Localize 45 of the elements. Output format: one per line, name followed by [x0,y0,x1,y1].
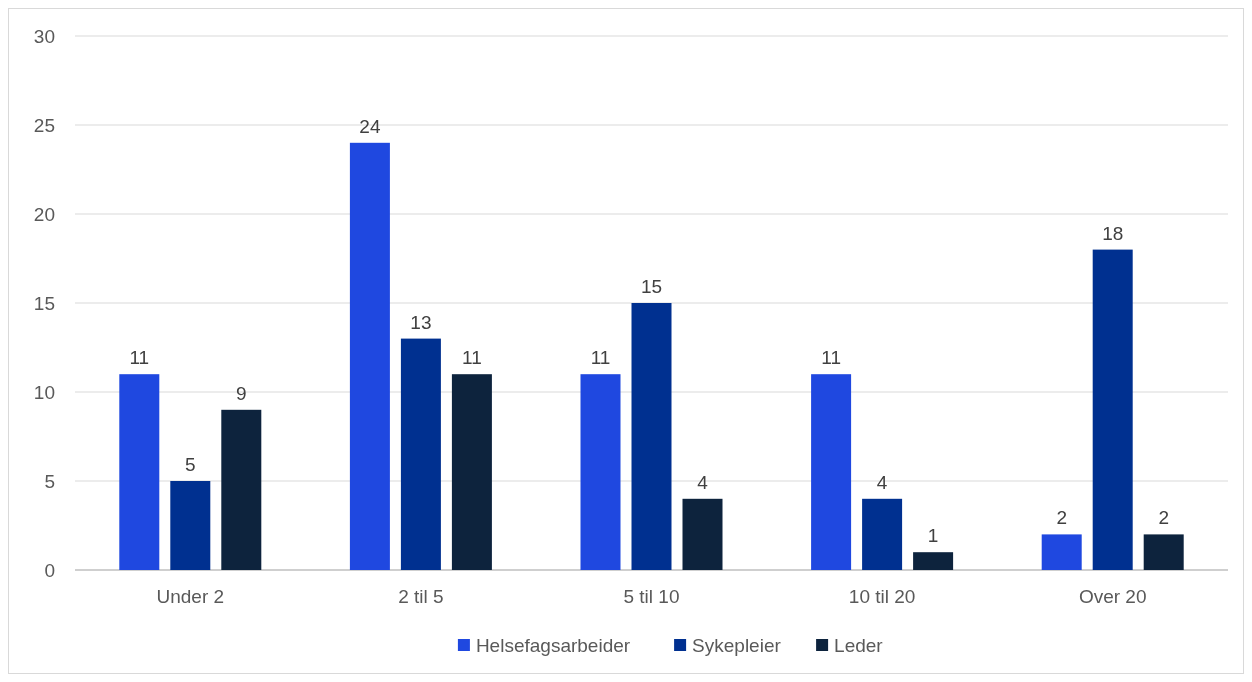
legend-label: Leder [834,634,884,656]
bar [170,481,211,570]
data-label: 24 [359,115,381,137]
data-label: 13 [410,311,432,333]
bar [580,374,621,570]
x-tick-label: 10 til 20 [848,586,916,607]
data-label: 15 [640,276,663,297]
y-tick-label: 20 [33,203,55,225]
bar [119,374,160,570]
y-tick-label: 30 [33,25,55,47]
x-tick-label: 5 til 10 [623,586,680,607]
bar [451,374,492,570]
x-tick-label: Over 20 [1078,586,1147,607]
bar [349,142,390,570]
data-label: 9 [236,382,247,404]
bar [913,552,954,570]
data-label: 4 [697,471,709,493]
data-label: 11 [462,347,482,369]
x-tick-label: 2 til 5 [398,586,444,607]
y-tick-label: 5 [44,470,55,492]
bar [400,338,441,570]
data-label: 2 [1158,507,1169,529]
bar [811,374,852,570]
data-label: 2 [1056,507,1067,529]
bar [862,498,903,570]
data-label: 1 [927,525,939,547]
legend-label: Helsefagsarbeider [475,634,631,656]
y-tick-label: 15 [33,292,55,314]
x-tick-label: Under 2 [156,586,225,607]
bar [1092,249,1133,570]
data-label: 11 [590,347,611,369]
y-tick-label: 10 [33,381,55,403]
bar [1041,534,1082,570]
legend-label: Sykepleier [692,634,782,656]
y-tick-label: 0 [44,559,55,581]
data-label: 18 [1102,222,1124,244]
data-label: 11 [129,347,150,369]
data-label: 11 [821,347,841,369]
bar [1143,534,1184,570]
data-label: 4 [876,471,888,493]
bar [221,409,262,570]
y-tick-label: 25 [33,114,55,136]
bar [682,498,723,570]
data-label: 5 [185,454,196,475]
bar [631,303,672,570]
